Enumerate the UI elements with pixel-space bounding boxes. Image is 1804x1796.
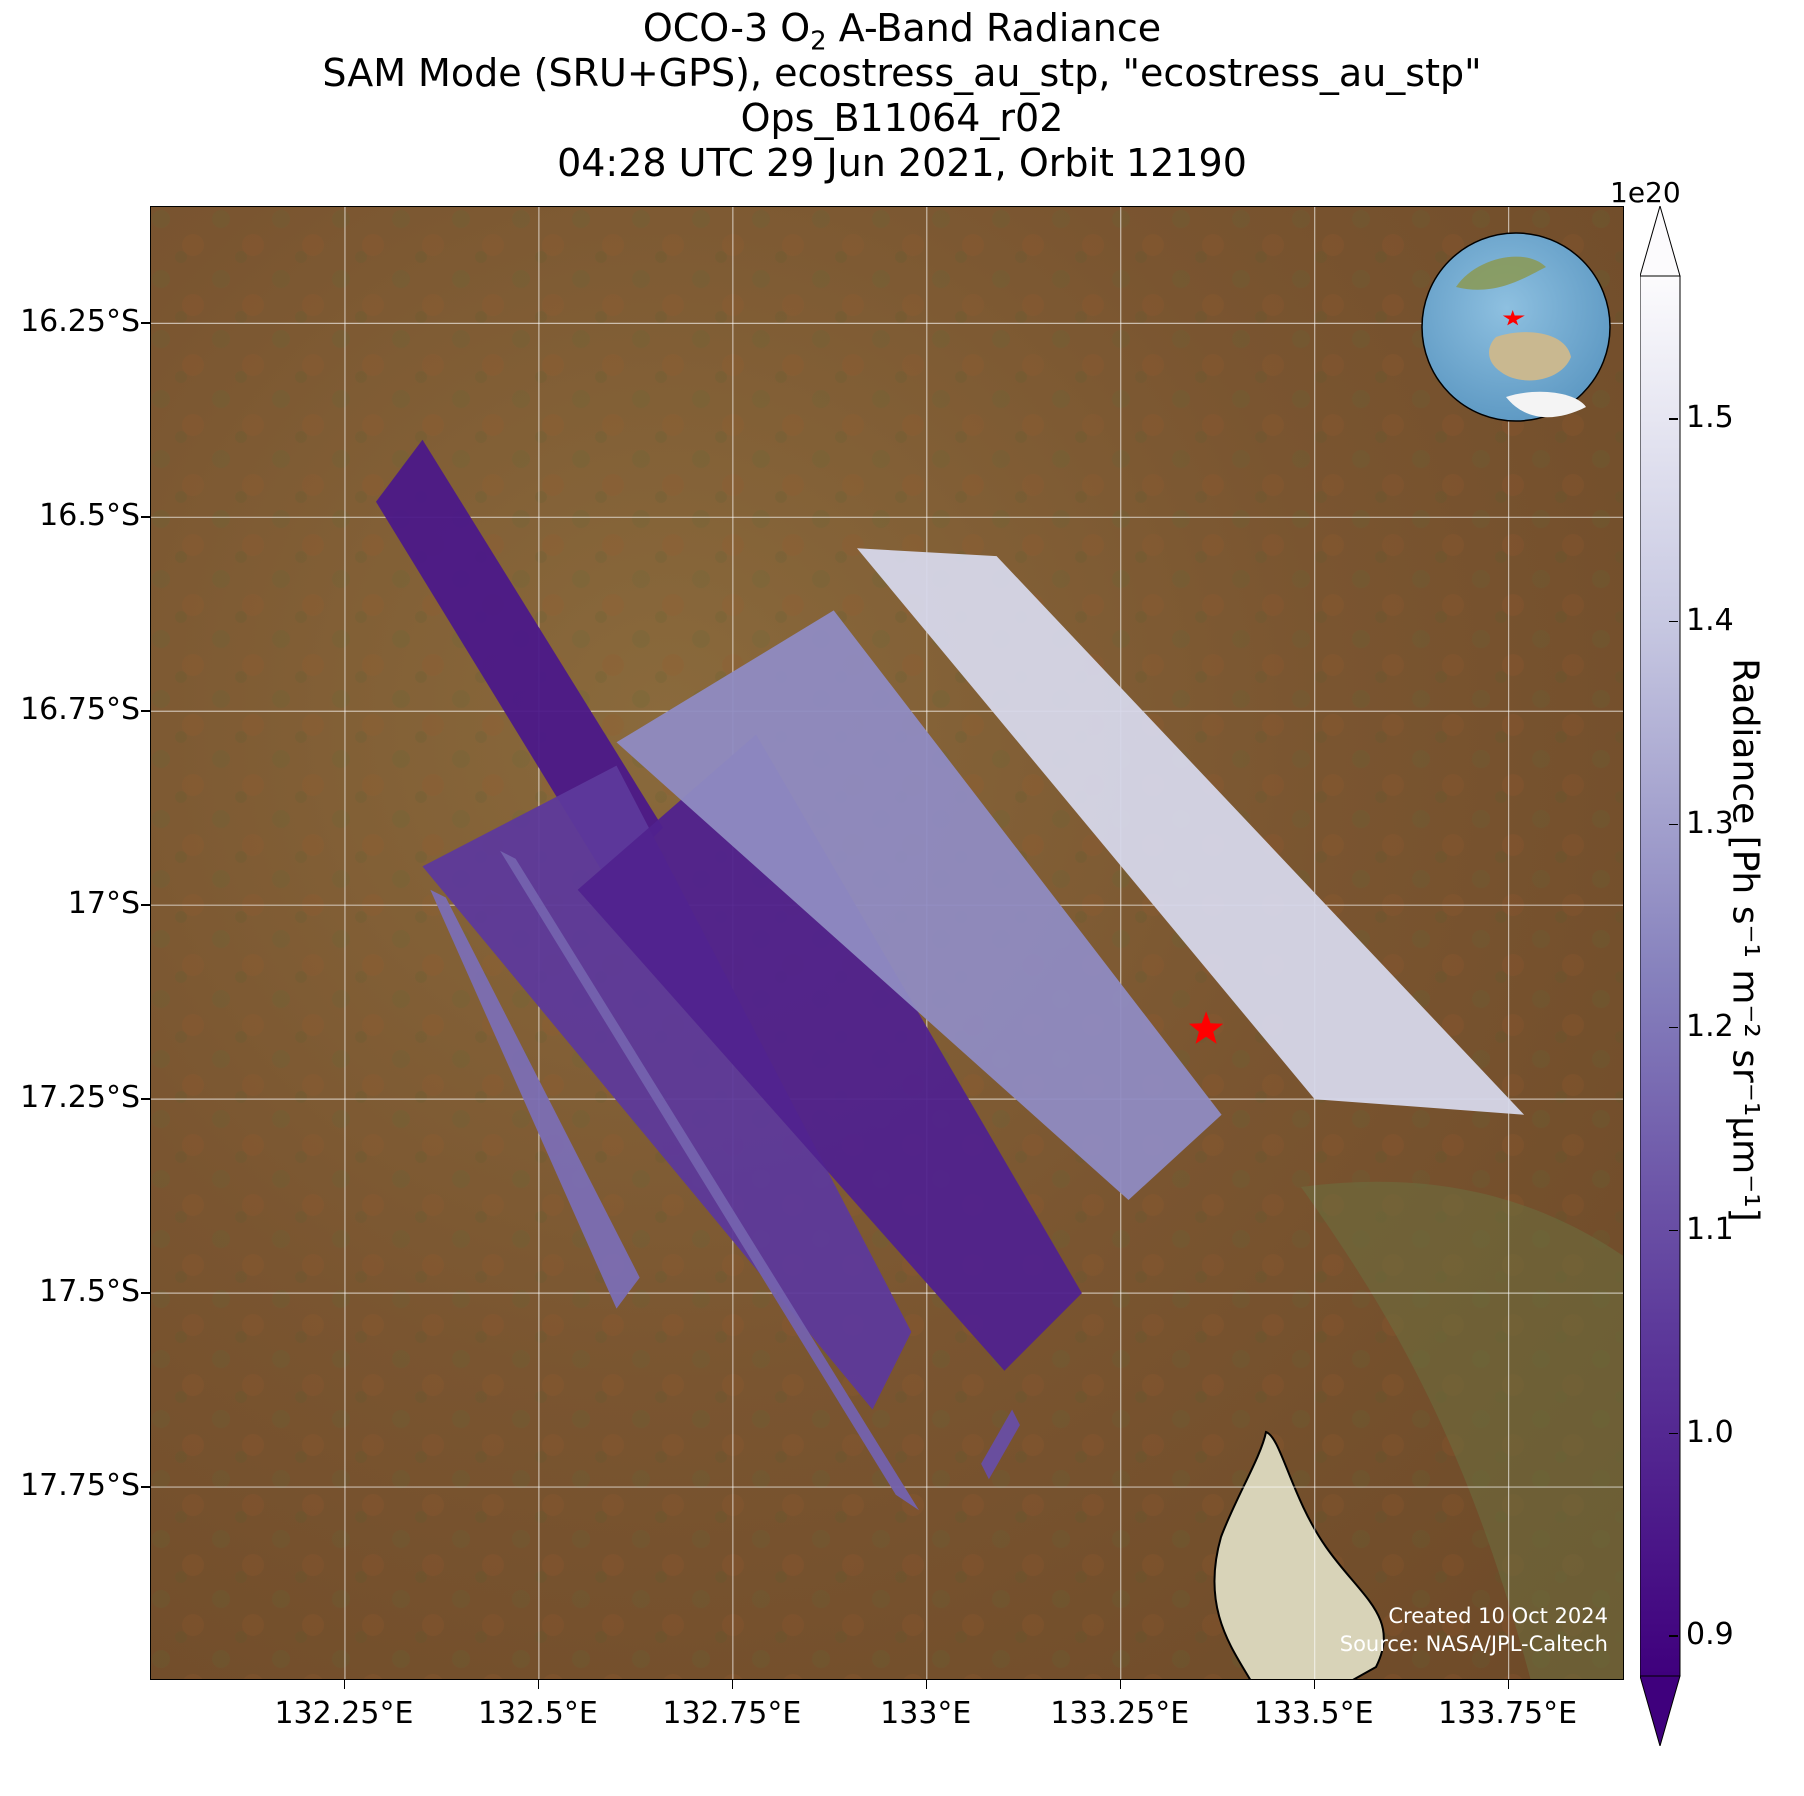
colorbar-tick-label: 1.0 [1686, 1414, 1734, 1450]
x-tick-label: 133°E [880, 1696, 972, 1731]
colorbar-tick-label: 1.2 [1686, 1008, 1734, 1044]
y-tick-label: 16.25°S [20, 304, 140, 340]
x-tick-label: 132.25°E [274, 1696, 414, 1731]
credit-created: Created 10 Oct 2024 [1388, 1604, 1608, 1628]
colorbar-tick-label: 1.1 [1686, 1211, 1734, 1247]
x-tick-mark [925, 1680, 928, 1689]
radiance-swath-5 [430, 889, 640, 1309]
chart-title-line2: SAM Mode (SRU+GPS), ecostress_au_stp, "e… [322, 51, 1482, 95]
radiance-swath-1 [422, 765, 912, 1410]
y-tick-label: 17°S [67, 886, 140, 922]
radiance-swath-3 [616, 610, 1222, 1200]
colorbar-label: Radiance [Ph s⁻¹ m⁻² sr⁻¹μm⁻¹] [1724, 658, 1766, 1222]
title-subscript: 2 [810, 26, 827, 57]
y-tick-label: 16.5°S [39, 498, 140, 534]
y-tick-mark [141, 710, 150, 712]
colorbar-tick-mark [1669, 1635, 1678, 1637]
colorbar-tick-mark [1669, 418, 1678, 420]
map-panel[interactable]: Created 10 Oct 2024 Source: NASA/JPL-Cal… [150, 206, 1624, 1680]
y-tick-mark [141, 1292, 150, 1294]
y-tick-label: 17.5°S [39, 1274, 140, 1310]
credit-source: Source: NASA/JPL-Caltech [1339, 1632, 1608, 1656]
colorbar-multiplier: 1e20 [1610, 176, 1681, 209]
radiance-swath-6 [500, 850, 919, 1511]
y-tick-mark [141, 516, 150, 518]
radiance-swath-7 [981, 1409, 1020, 1480]
map-canvas[interactable] [151, 207, 1624, 1680]
river-floodplain [1301, 1181, 1623, 1679]
locator-globe-inset [1421, 232, 1611, 422]
chart-title-line4: 04:28 UTC 29 Jun 2021, Orbit 12190 [557, 141, 1247, 185]
colorbar-tick-label: 0.9 [1686, 1617, 1734, 1653]
colorbar-tick-label: 1.3 [1686, 805, 1734, 841]
y-tick-mark [141, 904, 150, 906]
y-tick-label: 17.75°S [20, 1468, 140, 1504]
y-tick-label: 16.75°S [20, 692, 140, 728]
colorbar-tick-mark [1669, 1432, 1678, 1435]
colorbar-tick-mark [1669, 1026, 1678, 1029]
radiance-swath-0 [376, 439, 663, 882]
x-tick-label: 133.5°E [1253, 1696, 1374, 1731]
colorbar-body [1640, 275, 1681, 1677]
colorbar-tick-mark [1669, 620, 1678, 623]
x-tick-mark [1507, 1680, 1510, 1689]
colorbar [1640, 206, 1681, 1746]
radiance-swaths [376, 439, 1525, 1511]
target-star-marker [1189, 1011, 1224, 1044]
x-tick-mark [1313, 1680, 1316, 1689]
x-tick-label: 133.75°E [1438, 1696, 1578, 1731]
title-prefix: OCO-3 O [642, 6, 811, 50]
y-tick-mark [141, 322, 150, 324]
y-tick-mark [141, 1486, 150, 1488]
colorbar-tick-mark [1669, 1229, 1678, 1232]
x-tick-label: 132.75°E [662, 1696, 802, 1731]
colorbar-tick-label: 1.5 [1686, 400, 1734, 436]
colorbar-tick-label: 1.4 [1686, 602, 1734, 638]
colorbar-tick-mark [1669, 823, 1678, 826]
y-tick-mark [141, 1098, 150, 1100]
colorbar-extend-top [1640, 206, 1681, 277]
x-tick-mark [1119, 1680, 1122, 1689]
y-tick-label: 17.25°S [20, 1080, 140, 1116]
x-tick-mark [343, 1680, 346, 1689]
radiance-swath-2 [577, 734, 1082, 1371]
globe-target-star [1502, 310, 1525, 326]
chart-title-line3: Ops_B11064_r02 [740, 96, 1064, 140]
x-tick-label: 132.5°E [477, 1696, 598, 1731]
chart-title-line1: OCO-3 O2 A-Band Radiance [0, 6, 1804, 64]
x-tick-mark [537, 1680, 540, 1689]
title-suffix: A-Band Radiance [826, 6, 1162, 50]
x-tick-mark [731, 1680, 734, 1689]
salt-lake [1213, 1430, 1385, 1679]
x-tick-label: 133.25°E [1050, 1696, 1190, 1731]
colorbar-extend-bottom [1640, 1675, 1681, 1746]
radiance-swath-4 [857, 548, 1525, 1115]
